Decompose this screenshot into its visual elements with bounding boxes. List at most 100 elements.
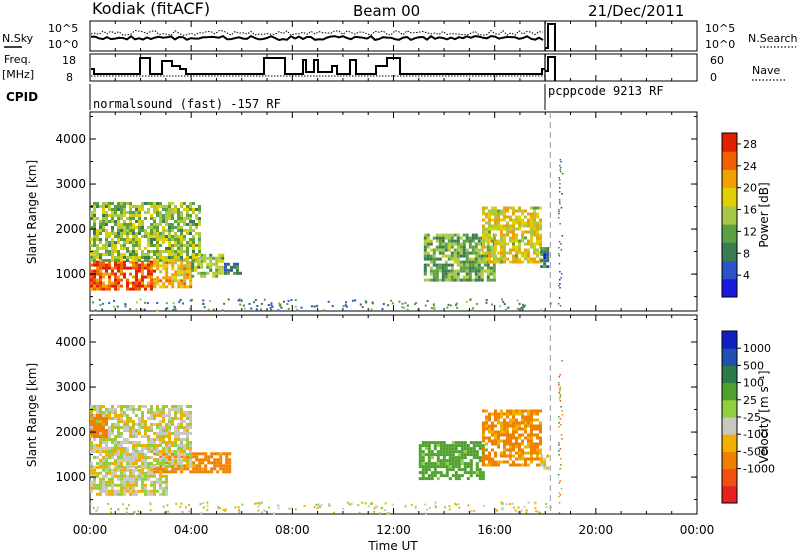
heatmap-cell (93, 208, 96, 211)
stripe-cell (561, 273, 563, 275)
heatmap-cell (141, 468, 144, 472)
heatmap-cell (93, 447, 96, 450)
heatmap-cell (468, 245, 472, 249)
scatter-cell (270, 308, 273, 311)
heatmap-cell (518, 218, 521, 222)
heatmap-cell (141, 275, 144, 279)
heatmap-cell (132, 411, 135, 414)
stripe-cell (558, 241, 561, 243)
heatmap-cell (105, 471, 108, 475)
heatmap-cell (90, 474, 93, 478)
heatmap-cell (463, 441, 467, 445)
heatmap-cell (93, 483, 96, 487)
heatmap-cell (141, 260, 144, 264)
scatter-cell (254, 502, 256, 505)
heatmap-cell (471, 245, 475, 249)
heatmap-cell (108, 259, 111, 262)
scatter-cell (237, 506, 240, 509)
heatmap-cell (474, 272, 478, 276)
heatmap-cell (162, 261, 166, 265)
heatmap-cell (512, 260, 515, 264)
heatmap-cell (194, 268, 198, 272)
heatmap-cell (518, 451, 521, 455)
heatmap-cell (162, 467, 166, 471)
heatmap-cell (465, 233, 469, 237)
heatmap-cell (165, 211, 168, 214)
heatmap-cell (114, 284, 117, 288)
heatmap-cell (159, 256, 162, 259)
stripe-cell (561, 360, 563, 362)
heatmap-cell (141, 489, 144, 493)
heatmap-cell (515, 427, 518, 431)
scatter-cell (199, 503, 202, 506)
heatmap-cell (497, 218, 500, 222)
heatmap-cell (488, 415, 491, 419)
heatmap-cell (427, 468, 431, 472)
heatmap-cell (120, 260, 123, 264)
heatmap-cell (123, 226, 126, 229)
heatmap-cell (424, 468, 428, 472)
heatmap-cell (423, 266, 427, 270)
scatter-cell (277, 504, 280, 507)
heatmap-cell (213, 452, 217, 456)
heatmap-cell (485, 215, 488, 219)
heatmap-cell (438, 239, 442, 243)
heatmap-cell (482, 409, 485, 413)
heatmap-cell (515, 236, 518, 240)
heatmap-cell (135, 474, 138, 478)
heatmap-cell (186, 270, 190, 274)
heatmap-cell (147, 284, 150, 288)
heatmap-cell (450, 233, 454, 237)
scatter-cell (382, 303, 385, 305)
heatmap-cell (543, 460, 547, 464)
heatmap-cell (108, 408, 111, 411)
scatter-cell (189, 299, 192, 302)
heatmap-cell (463, 450, 467, 454)
heatmap-cell (93, 244, 96, 247)
heatmap-cell (512, 224, 515, 228)
heatmap-cell (102, 229, 105, 232)
heatmap-cell (117, 450, 120, 453)
scatter-cell (263, 298, 266, 301)
heatmap-cell (138, 244, 141, 247)
heatmap-cell (533, 448, 536, 452)
scatter-cell (388, 512, 391, 515)
heatmap-cell (99, 232, 102, 235)
heatmap-cell (492, 278, 496, 282)
heatmap-cell (212, 271, 216, 275)
scatter-cell (342, 305, 345, 308)
heatmap-cell (177, 411, 180, 414)
power-colorbar-title: Power [dB] (757, 182, 771, 247)
heatmap-cell (147, 235, 150, 238)
scatter-cell (485, 299, 488, 301)
heatmap-cell (192, 247, 195, 250)
heatmap-cell (506, 454, 509, 458)
heatmap-cell (99, 486, 102, 490)
heatmap-cell (153, 414, 156, 417)
heatmap-cell (459, 260, 463, 264)
heatmap-cell (533, 233, 536, 237)
heatmap-cell (129, 266, 132, 270)
heatmap-cell (198, 458, 202, 462)
heatmap-cell (477, 272, 481, 276)
heatmap-cell (448, 456, 452, 460)
scatter-cell (432, 303, 435, 306)
heatmap-cell (192, 202, 195, 205)
heatmap-cell (123, 486, 126, 490)
heatmap-cell (90, 447, 93, 450)
heatmap-cell (421, 474, 425, 478)
heatmap-cell (475, 471, 479, 475)
heatmap-cell (497, 463, 500, 467)
heatmap-cell (177, 259, 180, 262)
heatmap-cell (111, 447, 114, 450)
heatmap-cell (219, 464, 223, 468)
heatmap-cell (225, 464, 229, 468)
heatmap-cell (445, 468, 449, 472)
heatmap-cell (497, 239, 500, 243)
heatmap-cell (485, 421, 488, 425)
scatter-cell (279, 305, 282, 308)
heatmap-cell (521, 421, 524, 425)
heatmap-cell (144, 492, 147, 496)
heatmap-cell (497, 224, 500, 228)
heatmap-cell (491, 439, 494, 443)
